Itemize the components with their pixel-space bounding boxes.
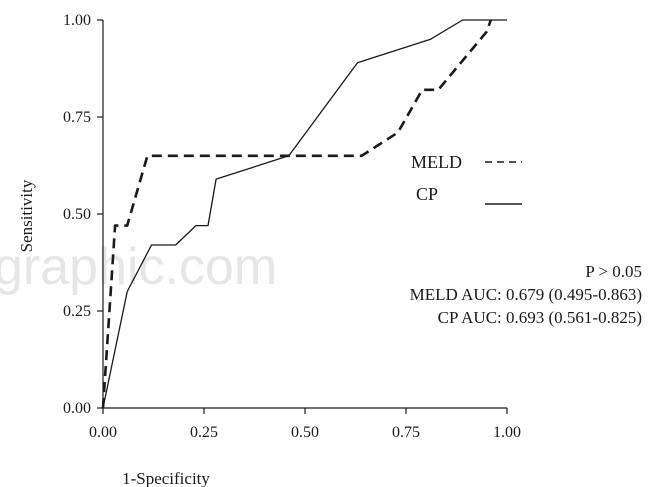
y-tick-label: 0.25 bbox=[63, 303, 91, 320]
x-tick-label: 0.00 bbox=[89, 424, 117, 441]
y-tick-label: 1.00 bbox=[63, 12, 91, 29]
y-tick-label: 0.50 bbox=[63, 206, 91, 223]
axes bbox=[102, 20, 507, 409]
meld-auc-annotation: MELD AUC: 0.679 (0.495-0.863) bbox=[410, 285, 642, 304]
x-tick-label: 1.00 bbox=[493, 424, 521, 441]
x-ticks: 0.00 0.25 0.50 0.75 1.00 bbox=[89, 408, 521, 441]
x-tick-label: 0.25 bbox=[190, 424, 218, 441]
x-axis-title: 1-Specificity bbox=[122, 469, 210, 487]
series-line-cp bbox=[102, 19, 507, 409]
series-line-meld bbox=[101, 19, 493, 409]
series-group bbox=[101, 19, 507, 409]
y-tick-label: 0.00 bbox=[63, 400, 91, 417]
legend: MELD CP bbox=[411, 152, 522, 205]
y-tick-label: 0.75 bbox=[63, 109, 91, 126]
annotations: P > 0.05 MELD AUC: 0.679 (0.495-0.863) C… bbox=[410, 262, 642, 327]
p-value-annotation: P > 0.05 bbox=[585, 262, 642, 281]
x-tick-label: 0.75 bbox=[392, 424, 420, 441]
watermark-text: graphic.com bbox=[0, 238, 277, 296]
x-tick-label: 0.50 bbox=[291, 424, 319, 441]
legend-label-meld: MELD bbox=[411, 152, 462, 172]
cp-auc-annotation: CP AUC: 0.693 (0.561-0.825) bbox=[438, 308, 642, 327]
y-axis-title: Sensitivity bbox=[17, 179, 36, 252]
legend-label-cp: CP bbox=[416, 184, 438, 204]
y-ticks: 0.00 0.25 0.50 0.75 1.00 bbox=[63, 12, 103, 417]
